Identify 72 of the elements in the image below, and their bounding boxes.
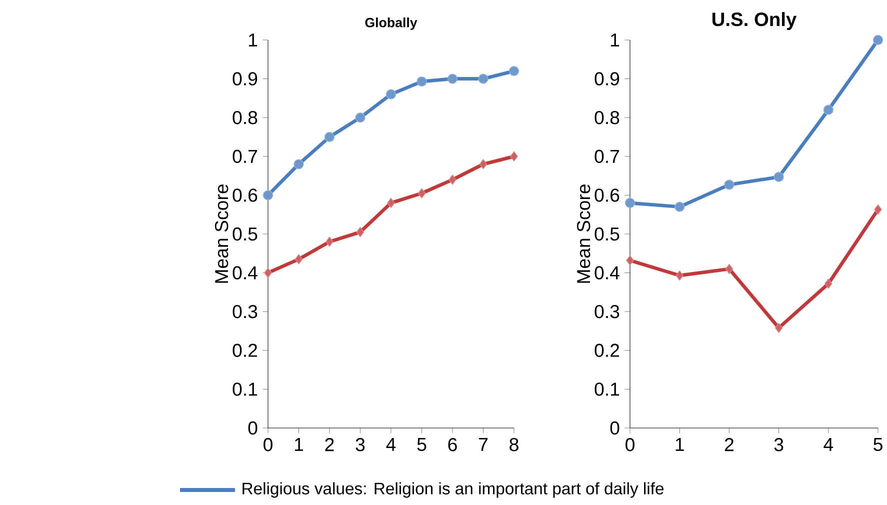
point (479, 159, 488, 170)
point (823, 104, 834, 115)
y-tick-label: 0.3 (232, 304, 258, 318)
point (416, 76, 427, 87)
point (387, 198, 395, 208)
point (447, 74, 458, 84)
y-tick-label: 0.9 (232, 72, 258, 86)
point (386, 89, 396, 100)
point (724, 180, 734, 190)
point (294, 254, 303, 264)
x-tick-label: 0 (626, 438, 634, 452)
y-axis-title: Mean Score (214, 184, 228, 283)
chart-title: Globally (365, 18, 418, 30)
point (324, 132, 335, 142)
point (676, 270, 684, 281)
y-tick-label: 0 (248, 421, 258, 435)
x-tick-label: 3 (356, 438, 365, 452)
point (294, 159, 304, 170)
x-tick-label: 7 (479, 438, 488, 451)
x-tick-label: 8 (510, 438, 518, 452)
y-tick-label: 0.2 (594, 344, 620, 357)
y-tick-label: 0.5 (232, 227, 258, 241)
y-tick-label: 0.8 (594, 110, 620, 124)
y-tick-label: 0.9 (594, 72, 620, 86)
point (674, 202, 685, 212)
y-tick-label: 0.6 (232, 188, 258, 202)
point (478, 74, 488, 84)
x-tick-label: 6 (448, 438, 457, 452)
point (508, 66, 520, 76)
x-tick-label: 4 (386, 438, 396, 451)
x-tick-label: 2 (325, 438, 334, 452)
y-tick-label: 0.3 (594, 304, 620, 318)
point (624, 198, 636, 208)
point (874, 204, 882, 215)
x-tick-label: 3 (774, 438, 784, 452)
chart-title: U.S. Only (712, 12, 797, 30)
y-tick-label: 0.2 (232, 344, 258, 357)
x-tick-label: 5 (874, 438, 882, 452)
point (326, 236, 334, 247)
y-tick-label: 0 (610, 421, 620, 435)
point (725, 264, 734, 274)
point (264, 268, 272, 278)
x-tick-label: 1 (294, 438, 304, 451)
y-tick-label: 0.1 (594, 382, 620, 396)
y-tick-label: 0.7 (232, 150, 258, 163)
y-tick-label: 0.4 (594, 266, 620, 280)
y-tick-label: 0.4 (232, 266, 258, 280)
y-tick-label: 1 (249, 34, 258, 46)
point (626, 255, 634, 266)
point (448, 174, 456, 185)
x-tick-label: 4 (824, 438, 834, 451)
point (824, 278, 832, 289)
x-tick-label: 1 (676, 438, 684, 451)
x-tick-label: 2 (724, 438, 734, 452)
point (872, 34, 884, 46)
y-tick-label: 0.7 (594, 150, 620, 163)
point (418, 188, 426, 198)
y-tick-label: 1 (611, 34, 620, 46)
point (774, 322, 783, 333)
x-tick-label: 5 (417, 438, 426, 452)
y-axis-title: Mean Score (576, 184, 590, 283)
y-tick-label: 0.5 (594, 227, 620, 241)
point (262, 190, 274, 200)
point (510, 151, 518, 162)
y-tick-label: 0.6 (594, 188, 620, 202)
y-tick-label: 0.8 (232, 110, 258, 124)
x-tick-label: 0 (264, 438, 272, 452)
legend-label: Religious values: Religion is an important part of daily life (242, 482, 664, 498)
y-tick-label: 0.1 (232, 382, 258, 396)
point (355, 112, 366, 123)
point (356, 226, 364, 238)
point (774, 172, 784, 182)
